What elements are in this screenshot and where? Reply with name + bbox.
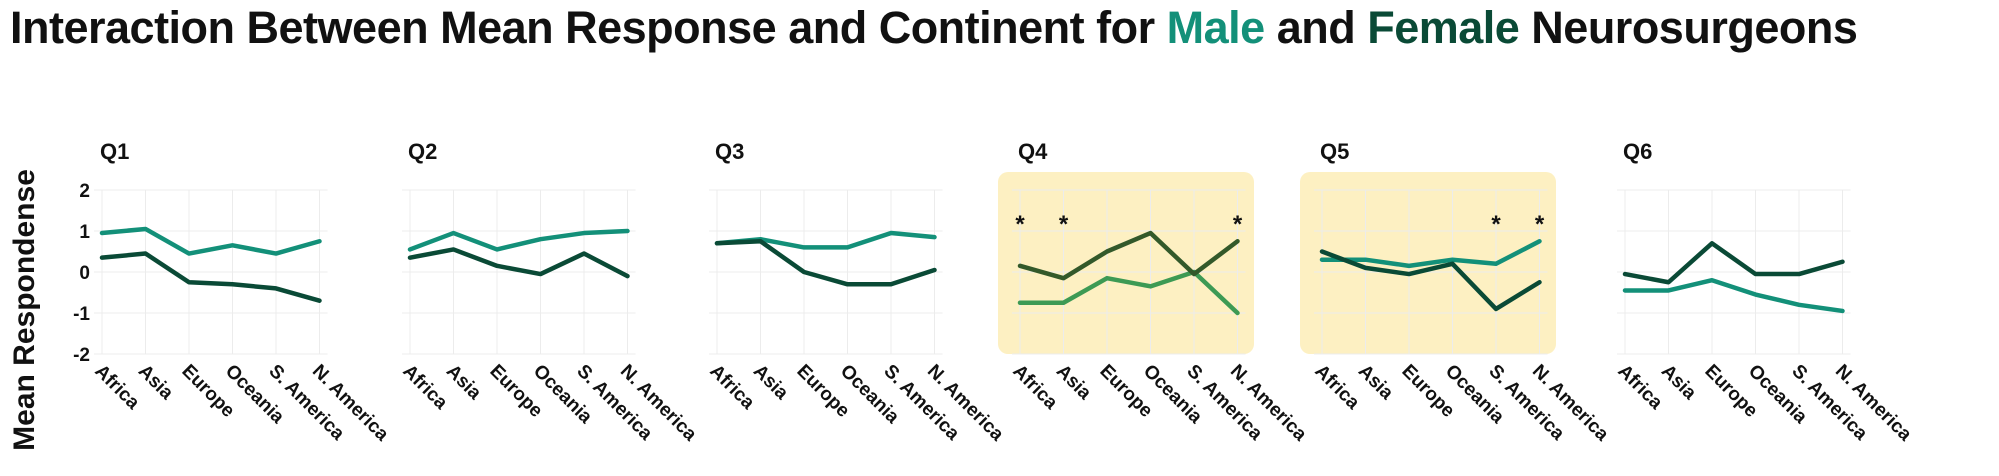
- panel-label: Q1: [100, 139, 129, 164]
- series-line-male: [1622, 277, 1845, 314]
- x-tick-label: Africa: [398, 361, 451, 414]
- panel-label: Q6: [1623, 139, 1652, 164]
- title-prefix: Interaction Between Mean Response and Co…: [10, 2, 1167, 53]
- panel-label: Q3: [715, 139, 744, 164]
- series-line-male: [1319, 239, 1542, 269]
- series-line-female: [1622, 241, 1845, 285]
- title-middle: and: [1264, 2, 1368, 53]
- y-tick-label: -2: [73, 345, 90, 366]
- chart-title: Interaction Between Mean Response and Co…: [10, 2, 1858, 54]
- significance-star: *: [1059, 211, 1069, 238]
- series-line-female: [714, 239, 937, 287]
- x-tick-label: Africa: [1613, 361, 1666, 414]
- significance-star: *: [1233, 211, 1243, 238]
- series-line-female: [407, 247, 630, 279]
- y-tick-label: 1: [79, 222, 90, 243]
- x-tick-label: Africa: [705, 361, 758, 414]
- panel-label: Q2: [408, 139, 437, 164]
- panel-label: Q4: [1018, 139, 1048, 164]
- x-tick-label: Africa: [1310, 361, 1363, 414]
- significance-star: *: [1015, 211, 1025, 238]
- panel-highlight-bg: [998, 172, 1254, 354]
- x-tick-label: Africa: [1008, 361, 1061, 414]
- significance-star: *: [1491, 211, 1501, 238]
- significance-star: *: [1535, 211, 1545, 238]
- y-axis-label: Mean Respondense: [8, 169, 41, 451]
- series-line-female: [1017, 230, 1240, 281]
- series-line-male: [407, 228, 630, 252]
- title-male-word: Male: [1166, 2, 1266, 53]
- y-tick-label: -1: [73, 304, 90, 325]
- title-suffix: Neurosurgeons: [1519, 2, 1858, 53]
- series-line-male: [99, 226, 322, 256]
- y-tick-label: 2: [79, 181, 90, 202]
- y-tick-label: 0: [79, 263, 90, 284]
- series-line-male: [1017, 269, 1240, 316]
- x-tick-label: Africa: [90, 361, 143, 414]
- panel-label: Q5: [1320, 139, 1349, 164]
- title-female-word: Female: [1367, 2, 1520, 53]
- series-line-female: [1319, 249, 1542, 312]
- series-line-female: [99, 251, 322, 303]
